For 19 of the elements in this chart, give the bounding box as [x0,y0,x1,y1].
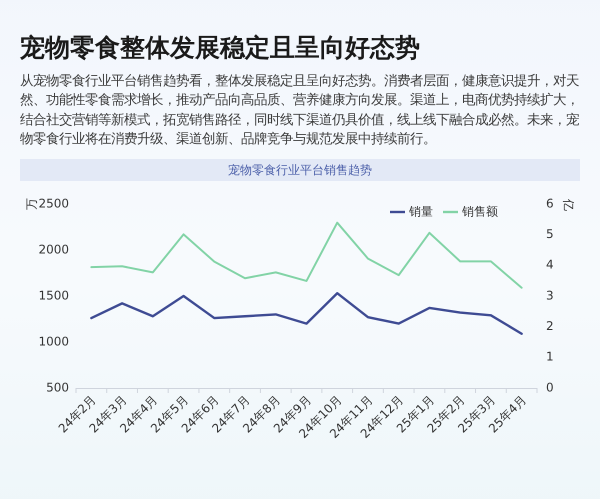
y-tick-label: 2500 [38,196,69,210]
y-tick-label: 1500 [38,288,69,302]
y-axis-title: 万 [24,198,38,210]
y2-tick-label: 5 [546,226,554,241]
y2-tick-label: 1 [546,350,554,364]
subtitle: 宠物零食行业平台销售趋势 [20,159,580,181]
title: 宠物零食整体发展稳定且呈向好态势 [20,32,420,64]
legend-label: 销量 [408,204,433,218]
y2-tick-label: 0 [546,380,554,394]
y2-tick-label: 4 [546,258,554,272]
legend-label: 销售额 [461,204,498,218]
y-tick-label: 2000 [38,242,69,256]
y-tick-label: 1000 [38,334,69,348]
y-tick-label: 500 [46,380,69,394]
y2-tick-label: 2 [546,318,554,333]
y2-axis-title: 亿 [562,198,576,211]
annotation: 从宠物零食行业平台销售趋势看，整体发展稳定且呈向好态势。消费者层面，健康意识提升，对天然、功能性零食需求增长，推动产品向高品质、营养健康方向发展。渠道上，电商优势持续扩大，结合社交营销等新模式，拓宽销售路径，同时线下渠道仍具价值，线上线下融合成必然。未来，宠物零食行业将在消费升级、渠道创新、品牌竞争与规范发展中持续前行。 [20,72,580,149]
y2-tick-label: 6 [546,196,554,210]
y2-tick-label: 3 [546,288,554,302]
